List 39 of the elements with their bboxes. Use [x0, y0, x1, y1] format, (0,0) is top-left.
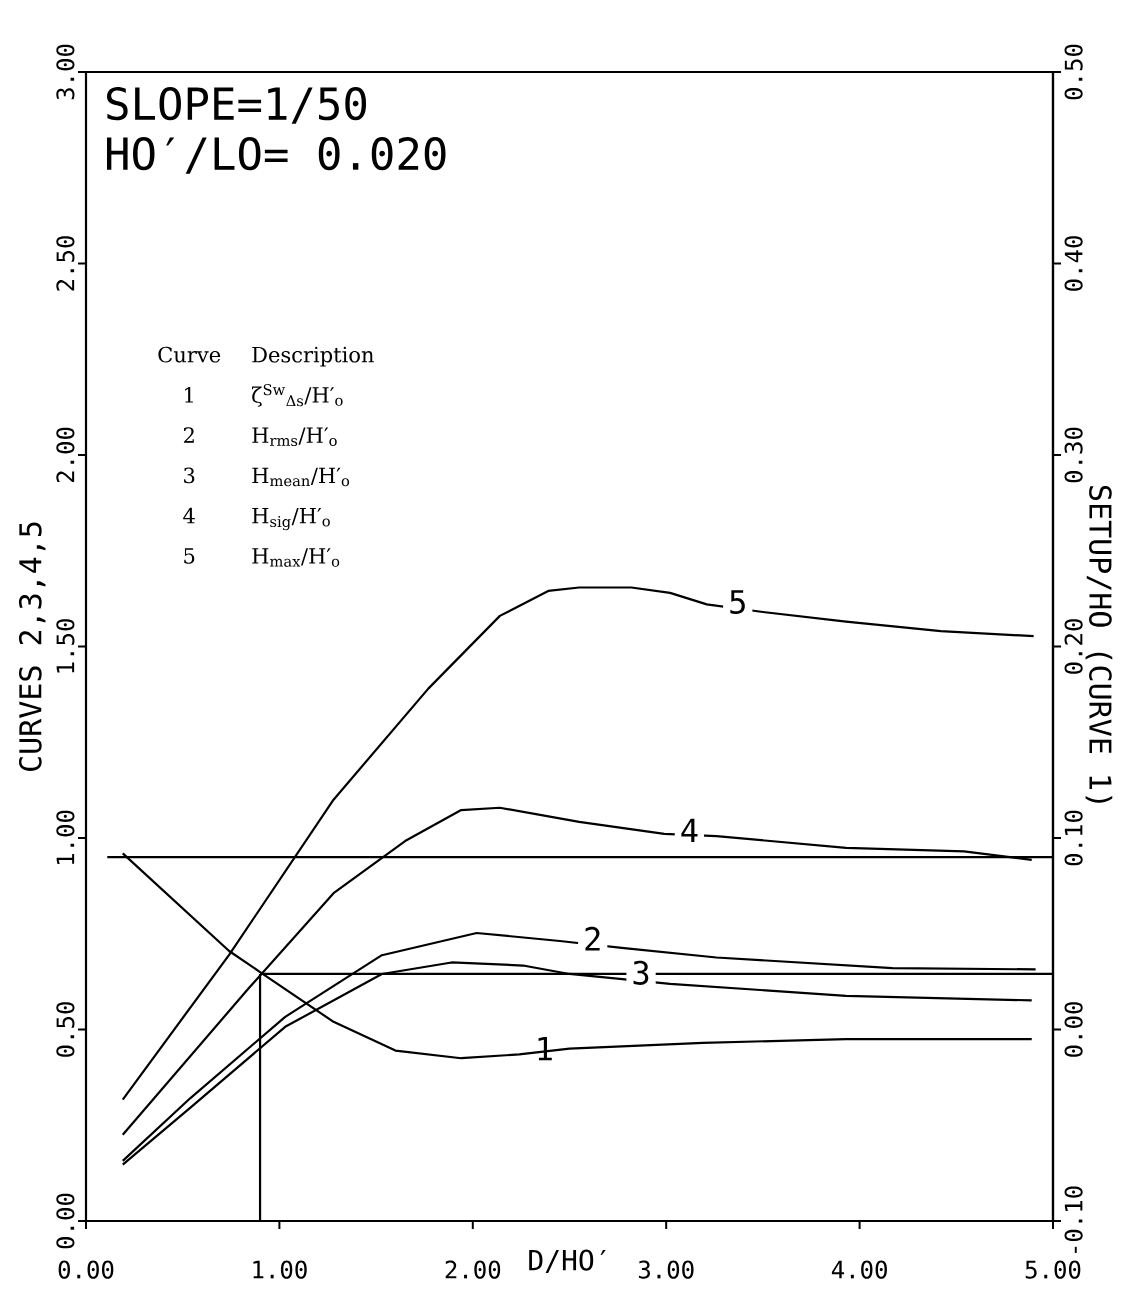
annotation: H$_{mean}$/H′$_{o}$: [252, 467, 350, 487]
annotation: 1: [185, 386, 193, 403]
y2-tick-label: 0.50: [1064, 44, 1083, 100]
annotation: Description: [252, 346, 374, 367]
y2-tick-label: 0.00: [1064, 1002, 1083, 1057]
annotation: 5: [730, 590, 745, 614]
y-tick-label: 1.50: [56, 619, 75, 673]
text: HO′/LO= 0.020: [106, 137, 446, 174]
x-tick-label: 3.00: [638, 1260, 694, 1279]
y-axis-title: CURVES 2,3,4,5: [18, 522, 46, 771]
annotation: 2: [585, 926, 600, 951]
annotation: 3: [633, 960, 649, 985]
annotation: H$_{max}$/H′$_{o}$: [252, 548, 340, 567]
y2-tick-label: 0.40: [1064, 236, 1083, 291]
y-tick-label: 1.00: [56, 810, 75, 865]
x-tick-label: 4.00: [831, 1260, 887, 1279]
x-axis-title: D/HO′: [529, 1249, 606, 1273]
y-tick-label: 2.00: [56, 427, 75, 483]
annotation: H$_{rms}$/H′$_{o}$: [252, 427, 337, 447]
annotation: 5: [184, 548, 195, 564]
y2-tick-label: 0.10: [1064, 810, 1083, 866]
chart-title: SLOPE=1/50: [107, 87, 367, 124]
annotation: 2: [183, 427, 194, 443]
y2-axis-title: SETUP/HO (CURVE 1): [1085, 485, 1113, 803]
y2-tick-label: 0.30: [1064, 427, 1083, 483]
annotation: ζ$^{Sw}$$_{Δs}$/H′$_{o}$: [252, 384, 343, 407]
y-tick-label: 0.50: [56, 1002, 75, 1057]
x-tick-label: 5.00: [1025, 1260, 1081, 1279]
y2-tick-label: 0.20: [1064, 619, 1083, 674]
y-tick-label: 2.50: [56, 236, 75, 291]
annotation: 4: [183, 507, 195, 524]
x-tick-label: 2.00: [445, 1260, 501, 1279]
y2-tick-label: -0.10: [1064, 1186, 1083, 1253]
y-tick-label: 3.00: [56, 44, 75, 100]
annotation: 3: [184, 467, 195, 484]
annotation: 4: [681, 818, 698, 842]
annotation: H$_{sig}$/H′$_{o}$: [252, 507, 330, 531]
x-tick-label: 1.00: [253, 1260, 307, 1279]
annotation: Curve: [158, 346, 221, 363]
